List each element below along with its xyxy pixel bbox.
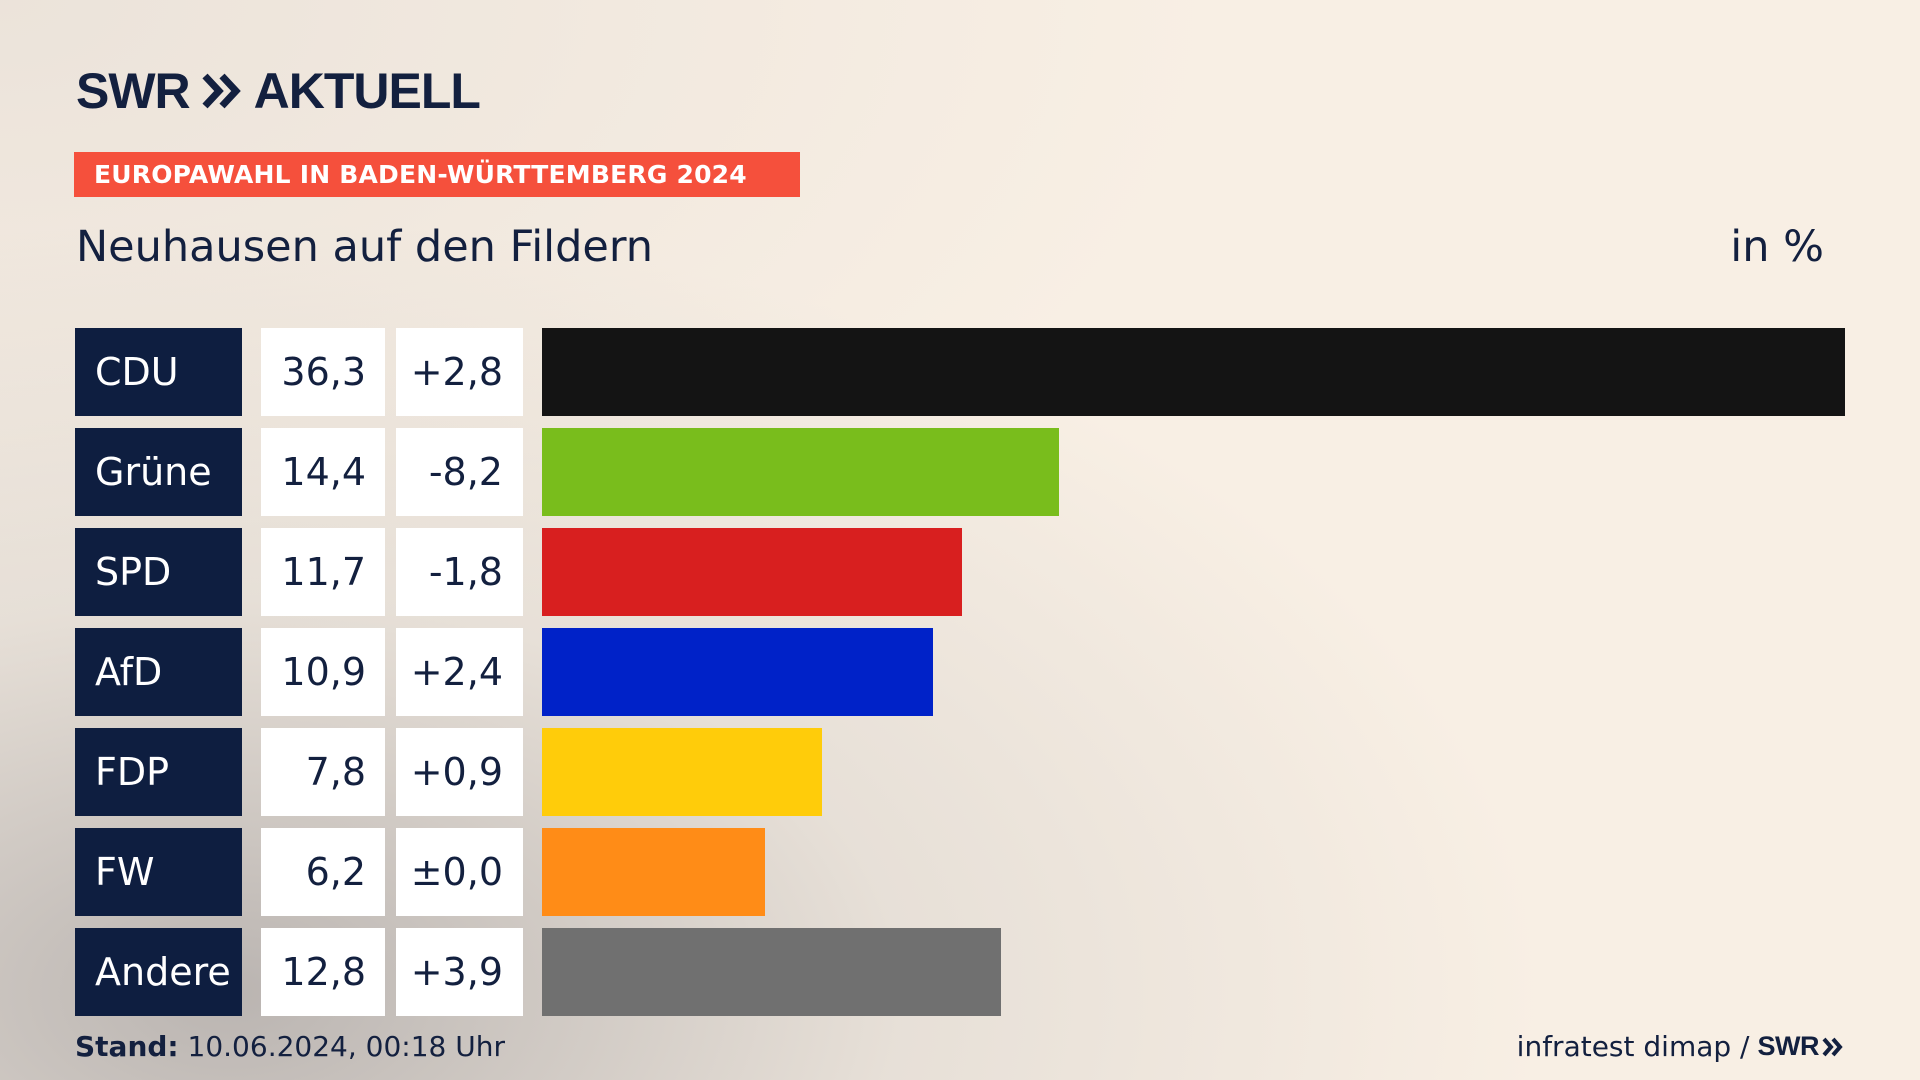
vote-change-value: +2,8 [396, 328, 523, 416]
result-row: AfD 10,9 +2,4 [0, 628, 1920, 716]
party-label: CDU [75, 328, 242, 416]
swr-small-logo: SWR [1758, 1031, 1845, 1062]
result-row: Grüne 14,4 -8,2 [0, 428, 1920, 516]
vote-share-value: 11,7 [261, 528, 385, 616]
timestamp: Stand: 10.06.2024, 00:18 Uhr [75, 1030, 505, 1063]
result-bar [542, 328, 1845, 416]
vote-change-value: +2,4 [396, 628, 523, 716]
result-bar [542, 828, 765, 916]
party-label: FDP [75, 728, 242, 816]
result-row: SPD 11,7 -1,8 [0, 528, 1920, 616]
vote-change-value: -1,8 [396, 528, 523, 616]
vote-change-value: -8,2 [396, 428, 523, 516]
party-label: AfD [75, 628, 242, 716]
party-label: SPD [75, 528, 242, 616]
result-bar [542, 928, 1001, 1016]
logo-aktuell-text: AKTUELL [253, 63, 481, 119]
vote-share-value: 10,9 [261, 628, 385, 716]
result-bar [542, 528, 962, 616]
party-label: Grüne [75, 428, 242, 516]
result-bar [542, 628, 933, 716]
vote-change-value: ±0,0 [396, 828, 523, 916]
unit-label: in % [1730, 222, 1824, 272]
source-credit: infratest dimap / SWR [1517, 1030, 1844, 1063]
result-row: Andere 12,8 +3,9 [0, 928, 1920, 1016]
vote-share-value: 36,3 [261, 328, 385, 416]
vote-share-value: 14,4 [261, 428, 385, 516]
vote-change-value: +3,9 [396, 928, 523, 1016]
double-chevron-icon [202, 73, 242, 109]
stand-label: Stand: [75, 1030, 179, 1063]
small-logo-text: SWR [1757, 1031, 1820, 1061]
party-label: FW [75, 828, 242, 916]
vote-share-value: 12,8 [261, 928, 385, 1016]
party-label: Andere [75, 928, 242, 1016]
result-row: FW 6,2 ±0,0 [0, 828, 1920, 916]
result-bar [542, 428, 1059, 516]
vote-share-value: 6,2 [261, 828, 385, 916]
result-row: FDP 7,8 +0,9 [0, 728, 1920, 816]
small-double-chevron-icon [1822, 1037, 1843, 1056]
chart-subtitle: Neuhausen auf den Fildern [76, 222, 654, 272]
swr-aktuell-logo: SWR AKTUELL [76, 63, 481, 119]
election-banner: EUROPAWAHL IN BADEN-WÜRTTEMBERG 2024 [74, 152, 800, 197]
vote-share-value: 7,8 [261, 728, 385, 816]
source-text: infratest dimap / [1516, 1030, 1750, 1063]
stand-value: 10.06.2024, 00:18 Uhr [187, 1030, 505, 1063]
vote-change-value: +0,9 [396, 728, 523, 816]
result-bar [542, 728, 822, 816]
logo-swr-text: SWR [76, 63, 191, 119]
result-row: CDU 36,3 +2,8 [0, 328, 1920, 416]
